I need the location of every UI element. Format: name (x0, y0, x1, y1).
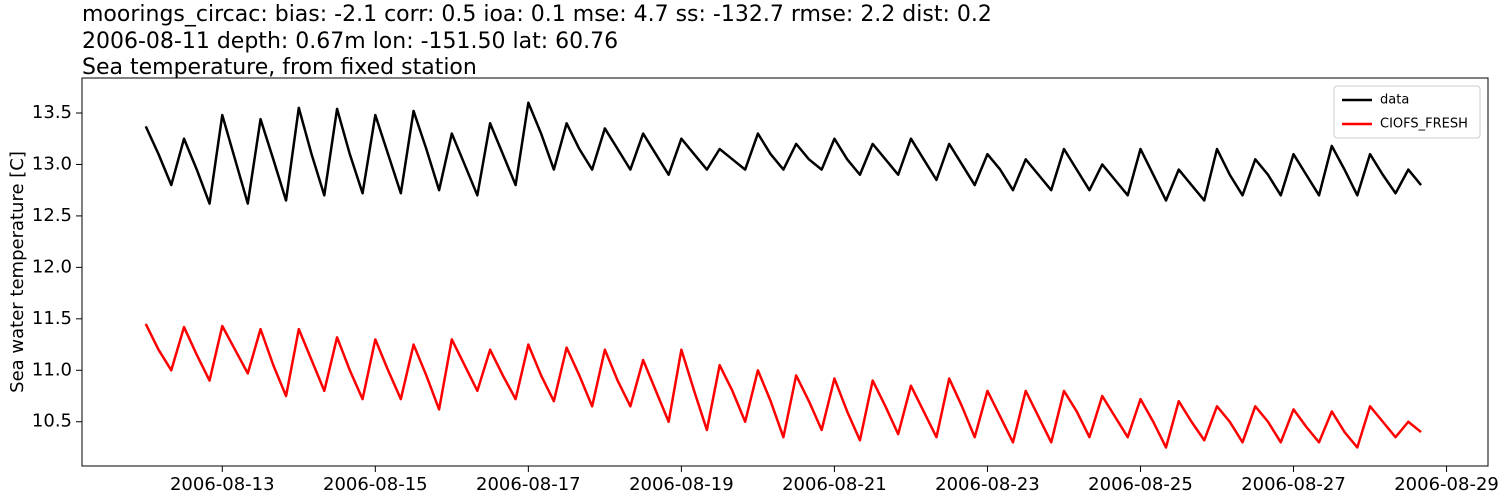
series-line (144, 323, 1422, 449)
y-tick-label: 10.5 (32, 411, 72, 432)
x-tick-label: 2006-08-23 (935, 474, 1040, 495)
y-tick-label: 13.0 (32, 153, 72, 174)
y-tick-label: 11.5 (32, 308, 72, 329)
y-tick-label: 11.0 (32, 359, 72, 380)
legend-label: data (1380, 93, 1409, 108)
x-tick-label: 2006-08-19 (629, 474, 734, 495)
y-axis-label: Sea water temperature [C] (7, 151, 28, 393)
legend-label: CIOFS_FRESH (1380, 117, 1468, 132)
series-line (144, 101, 1423, 205)
x-tick-label: 2006-08-29 (1394, 474, 1499, 495)
y-tick-label: 12.5 (32, 205, 72, 226)
title-line: 2006-08-11 depth: 0.67m lon: -151.50 lat… (82, 29, 618, 54)
y-tick-label: 12.0 (32, 256, 72, 277)
x-tick-label: 2006-08-17 (476, 474, 581, 495)
x-tick-label: 2006-08-27 (1241, 474, 1346, 495)
x-tick-label: 2006-08-15 (323, 474, 428, 495)
x-tick-label: 2006-08-21 (782, 474, 887, 495)
plot-area (81, 77, 1489, 467)
title-line: moorings_circac: bias: -2.1 corr: 0.5 io… (82, 2, 992, 27)
title-line: Sea temperature, from fixed station (82, 55, 477, 80)
x-tick-label: 2006-08-25 (1088, 474, 1193, 495)
y-tick-label: 13.5 (32, 102, 72, 123)
x-tick-label: 2006-08-13 (170, 474, 275, 495)
